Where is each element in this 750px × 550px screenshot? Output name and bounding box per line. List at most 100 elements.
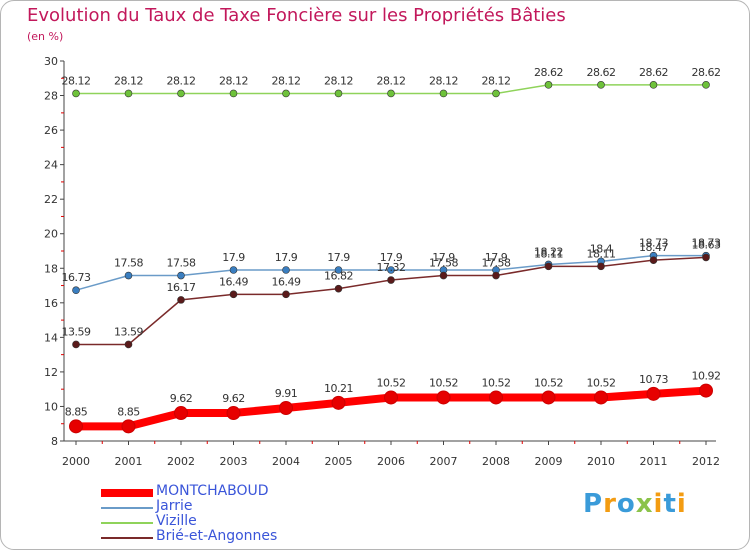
data-label-montchaboud: 10.52 [482, 376, 511, 389]
data-point-vizille [282, 89, 290, 98]
data-label-montchaboud: 10.52 [534, 376, 563, 389]
legend-label: Brié-et-Angonnes [156, 528, 278, 544]
data-label-montchaboud: 10.73 [639, 373, 668, 386]
legend-swatch [101, 507, 153, 509]
y-tick-label: 8 [51, 435, 58, 448]
data-label-vizille: 28.12 [429, 74, 458, 87]
data-label-jarrie: 18.4 [590, 242, 613, 255]
x-tick-label: 2001 [115, 455, 143, 468]
data-label-vizille: 28.12 [219, 74, 248, 87]
data-label-jarrie: 17.9 [222, 251, 245, 264]
x-tick-label: 2002 [167, 455, 195, 468]
x-tick-label: 2000 [62, 455, 90, 468]
data-point-vizille [72, 89, 80, 98]
data-label-montchaboud: 9.62 [222, 392, 245, 405]
data-label-montchaboud: 9.62 [170, 392, 193, 405]
data-point-montchaboud [436, 390, 451, 405]
data-label-vizille: 28.12 [62, 74, 91, 87]
data-point-montchaboud [279, 401, 293, 416]
data-label-brie-et-angonnes: 18.47 [639, 241, 668, 254]
data-point-brie-et-angonnes [649, 256, 658, 264]
legend-label: Jarrie [156, 498, 193, 514]
data-label-vizille: 28.62 [587, 66, 616, 79]
x-tick-label: 2009 [535, 455, 563, 468]
data-label-brie-et-angonnes: 18.63 [692, 238, 721, 251]
data-label-brie-et-angonnes: 18.11 [587, 247, 616, 260]
data-label-jarrie: 17.9 [275, 251, 298, 264]
data-point-brie-et-angonnes [282, 290, 290, 299]
x-tick-label: 2005 [325, 455, 353, 468]
y-tick-label: 30 [44, 55, 58, 68]
data-label-vizille: 28.62 [534, 66, 563, 79]
data-point-vizille [387, 89, 395, 98]
x-tick-label: 2012 [692, 455, 720, 468]
data-label-brie-et-angonnes: 17.32 [377, 261, 406, 274]
data-label-montchaboud: 10.92 [692, 370, 721, 383]
data-label-montchaboud: 10.52 [587, 376, 616, 389]
data-point-montchaboud [646, 386, 661, 401]
data-label-jarrie: 18.22 [534, 245, 563, 258]
legend-label: Vizille [156, 513, 197, 529]
data-label-brie-et-angonnes: 13.59 [114, 325, 143, 338]
data-point-montchaboud [384, 390, 398, 405]
data-point-montchaboud [121, 419, 136, 434]
data-label-vizille: 28.12 [377, 74, 406, 87]
data-point-montchaboud [541, 390, 556, 405]
x-tick-label: 2008 [482, 455, 510, 468]
data-label-montchaboud: 10.52 [429, 376, 458, 389]
data-point-jarrie [177, 271, 185, 280]
data-label-montchaboud: 8.85 [117, 405, 140, 418]
data-label-brie-et-angonnes: 16.49 [272, 275, 301, 288]
data-point-jarrie [229, 266, 238, 274]
data-label-vizille: 28.12 [482, 74, 511, 87]
y-tick-label: 14 [44, 331, 58, 344]
chart-title: Evolution du Taux de Taxe Foncière sur l… [27, 5, 566, 26]
data-label-jarrie: 18.73 [639, 237, 668, 250]
data-point-montchaboud [699, 383, 713, 398]
data-point-vizille [597, 81, 605, 89]
data-point-montchaboud [226, 406, 241, 421]
x-tick-label: 2003 [220, 455, 248, 468]
data-label-vizille: 28.12 [272, 74, 301, 87]
data-point-jarrie [334, 266, 343, 274]
y-tick-label: 16 [44, 297, 58, 310]
y-tick-label: 20 [44, 228, 58, 241]
data-point-brie-et-angonnes [702, 253, 710, 262]
data-label-vizille: 28.12 [114, 74, 143, 87]
data-point-jarrie [72, 286, 80, 295]
data-label-montchaboud: 9.91 [275, 387, 298, 400]
data-point-vizille [544, 81, 553, 89]
data-point-vizille [439, 89, 448, 98]
data-label-vizille: 28.62 [639, 66, 668, 79]
data-point-brie-et-angonnes [492, 271, 500, 280]
data-label-brie-et-angonnes: 17.58 [482, 257, 511, 270]
y-tick-label: 18 [44, 262, 58, 275]
data-label-jarrie: 18.73 [692, 237, 721, 250]
data-point-brie-et-angonnes [334, 284, 343, 293]
data-label-brie-et-angonnes: 13.59 [62, 325, 91, 338]
data-label-jarrie: 17.58 [167, 257, 196, 270]
y-tick-label: 10 [44, 400, 58, 413]
data-label-brie-et-angonnes: 16.82 [324, 270, 353, 283]
data-label-brie-et-angonnes: 16.17 [167, 281, 196, 294]
data-point-brie-et-angonnes [439, 271, 448, 280]
y-tick-label: 24 [44, 159, 58, 172]
data-label-brie-et-angonnes: 17.58 [429, 257, 458, 270]
data-label-jarrie: 17.9 [485, 251, 508, 264]
data-point-montchaboud [331, 395, 346, 410]
data-label-jarrie: 16.73 [62, 271, 91, 284]
x-tick-label: 2006 [377, 455, 405, 468]
proxiti-logo: Proxiti [583, 489, 687, 519]
data-point-vizille [702, 81, 710, 89]
y-tick-label: 12 [44, 366, 58, 379]
data-label-vizille: 28.12 [167, 74, 196, 87]
data-point-brie-et-angonnes [72, 340, 80, 349]
data-point-vizille [177, 89, 185, 98]
data-point-montchaboud [69, 419, 83, 434]
data-point-vizille [124, 89, 133, 98]
data-point-brie-et-angonnes [387, 276, 395, 284]
x-tick-label: 2007 [430, 455, 458, 468]
data-point-brie-et-angonnes [544, 262, 553, 271]
x-tick-label: 2011 [640, 455, 668, 468]
